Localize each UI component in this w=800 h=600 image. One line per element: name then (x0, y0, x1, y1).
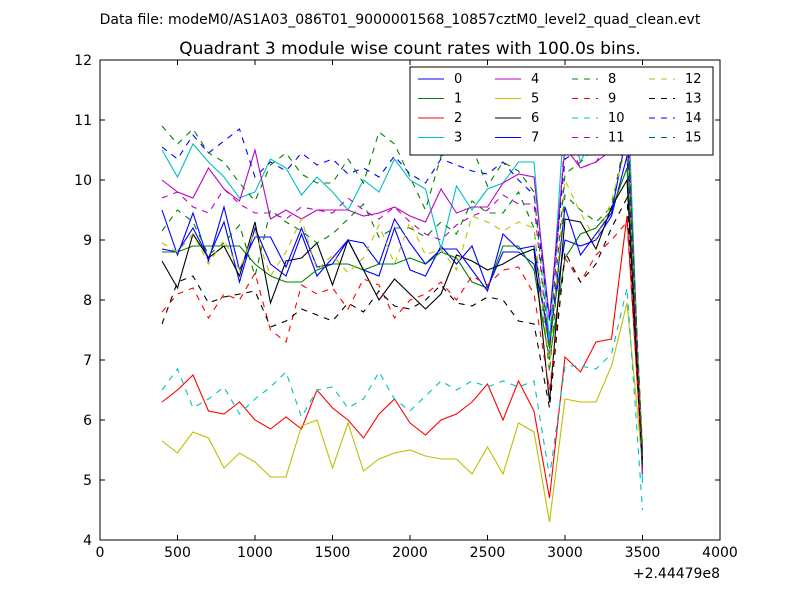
series-line-1 (162, 167, 644, 463)
x-tick-label-2000: 2000 (392, 545, 428, 561)
series-line-6 (161, 178, 644, 469)
y-tick-label-6: 6 (83, 413, 92, 429)
x-tick-label-0: 0 (96, 545, 105, 561)
y-tick-label-11: 11 (74, 113, 92, 129)
y-tick-label-9: 9 (83, 233, 92, 249)
legend-label-14: 14 (685, 111, 702, 126)
x-tick-label-500: 500 (164, 545, 191, 561)
x-tick-label-2500: 2500 (470, 545, 506, 561)
series-line-9 (161, 220, 644, 460)
legend-label-7: 7 (531, 131, 539, 146)
legend-label-6: 6 (531, 111, 539, 126)
series-group (161, 71, 644, 523)
legend-label-8: 8 (608, 72, 616, 87)
legend-label-15: 15 (685, 131, 702, 146)
y-tick-label-12: 12 (74, 53, 92, 69)
legend-label-5: 5 (531, 92, 539, 107)
series-line-10 (161, 287, 644, 511)
series-line-2 (161, 215, 644, 499)
series-line-14 (161, 116, 644, 460)
series-line-5 (161, 302, 644, 523)
series-line-4 (161, 117, 644, 475)
plot-area: 0 500 1000 1500 2000 2500 3000 3500 400045678910… (74, 53, 738, 561)
x-tick-label-1000: 1000 (237, 545, 273, 561)
x-offset-label: +2.44479e8 (633, 566, 720, 582)
series-line-15 (161, 101, 644, 463)
legend-label-13: 13 (685, 92, 702, 107)
x-tick-label-4000: 4000 (702, 545, 738, 561)
y-tick-label-8: 8 (83, 293, 92, 309)
chart-suptitle: Data file: modeM0/AS1A03_086T01_90000015… (100, 12, 701, 28)
series-line-12 (161, 143, 644, 445)
y-tick-label-4: 4 (83, 533, 92, 549)
x-tick-label-3500: 3500 (625, 545, 661, 561)
legend-label-1: 1 (454, 92, 462, 107)
legend-label-12: 12 (685, 72, 702, 87)
legend-label-3: 3 (454, 131, 462, 146)
legend-label-10: 10 (608, 111, 625, 126)
y-tick-label-7: 7 (83, 353, 92, 369)
legend-label-11: 11 (608, 131, 625, 146)
chart-title: Quadrant 3 module wise count rates with … (179, 39, 640, 59)
y-tick-label-10: 10 (74, 173, 92, 189)
legend-box (409, 66, 714, 156)
legend-label-4: 4 (531, 72, 539, 87)
y-tick-label-5: 5 (83, 473, 92, 489)
legend-label-2: 2 (454, 111, 462, 126)
x-tick-label-3000: 3000 (547, 545, 583, 561)
x-tick-label-1500: 1500 (315, 545, 351, 561)
series-line-13 (161, 195, 644, 466)
legend-label-9: 9 (608, 92, 616, 107)
series-line-8 (161, 128, 644, 448)
legend-label-0: 0 (454, 72, 462, 87)
